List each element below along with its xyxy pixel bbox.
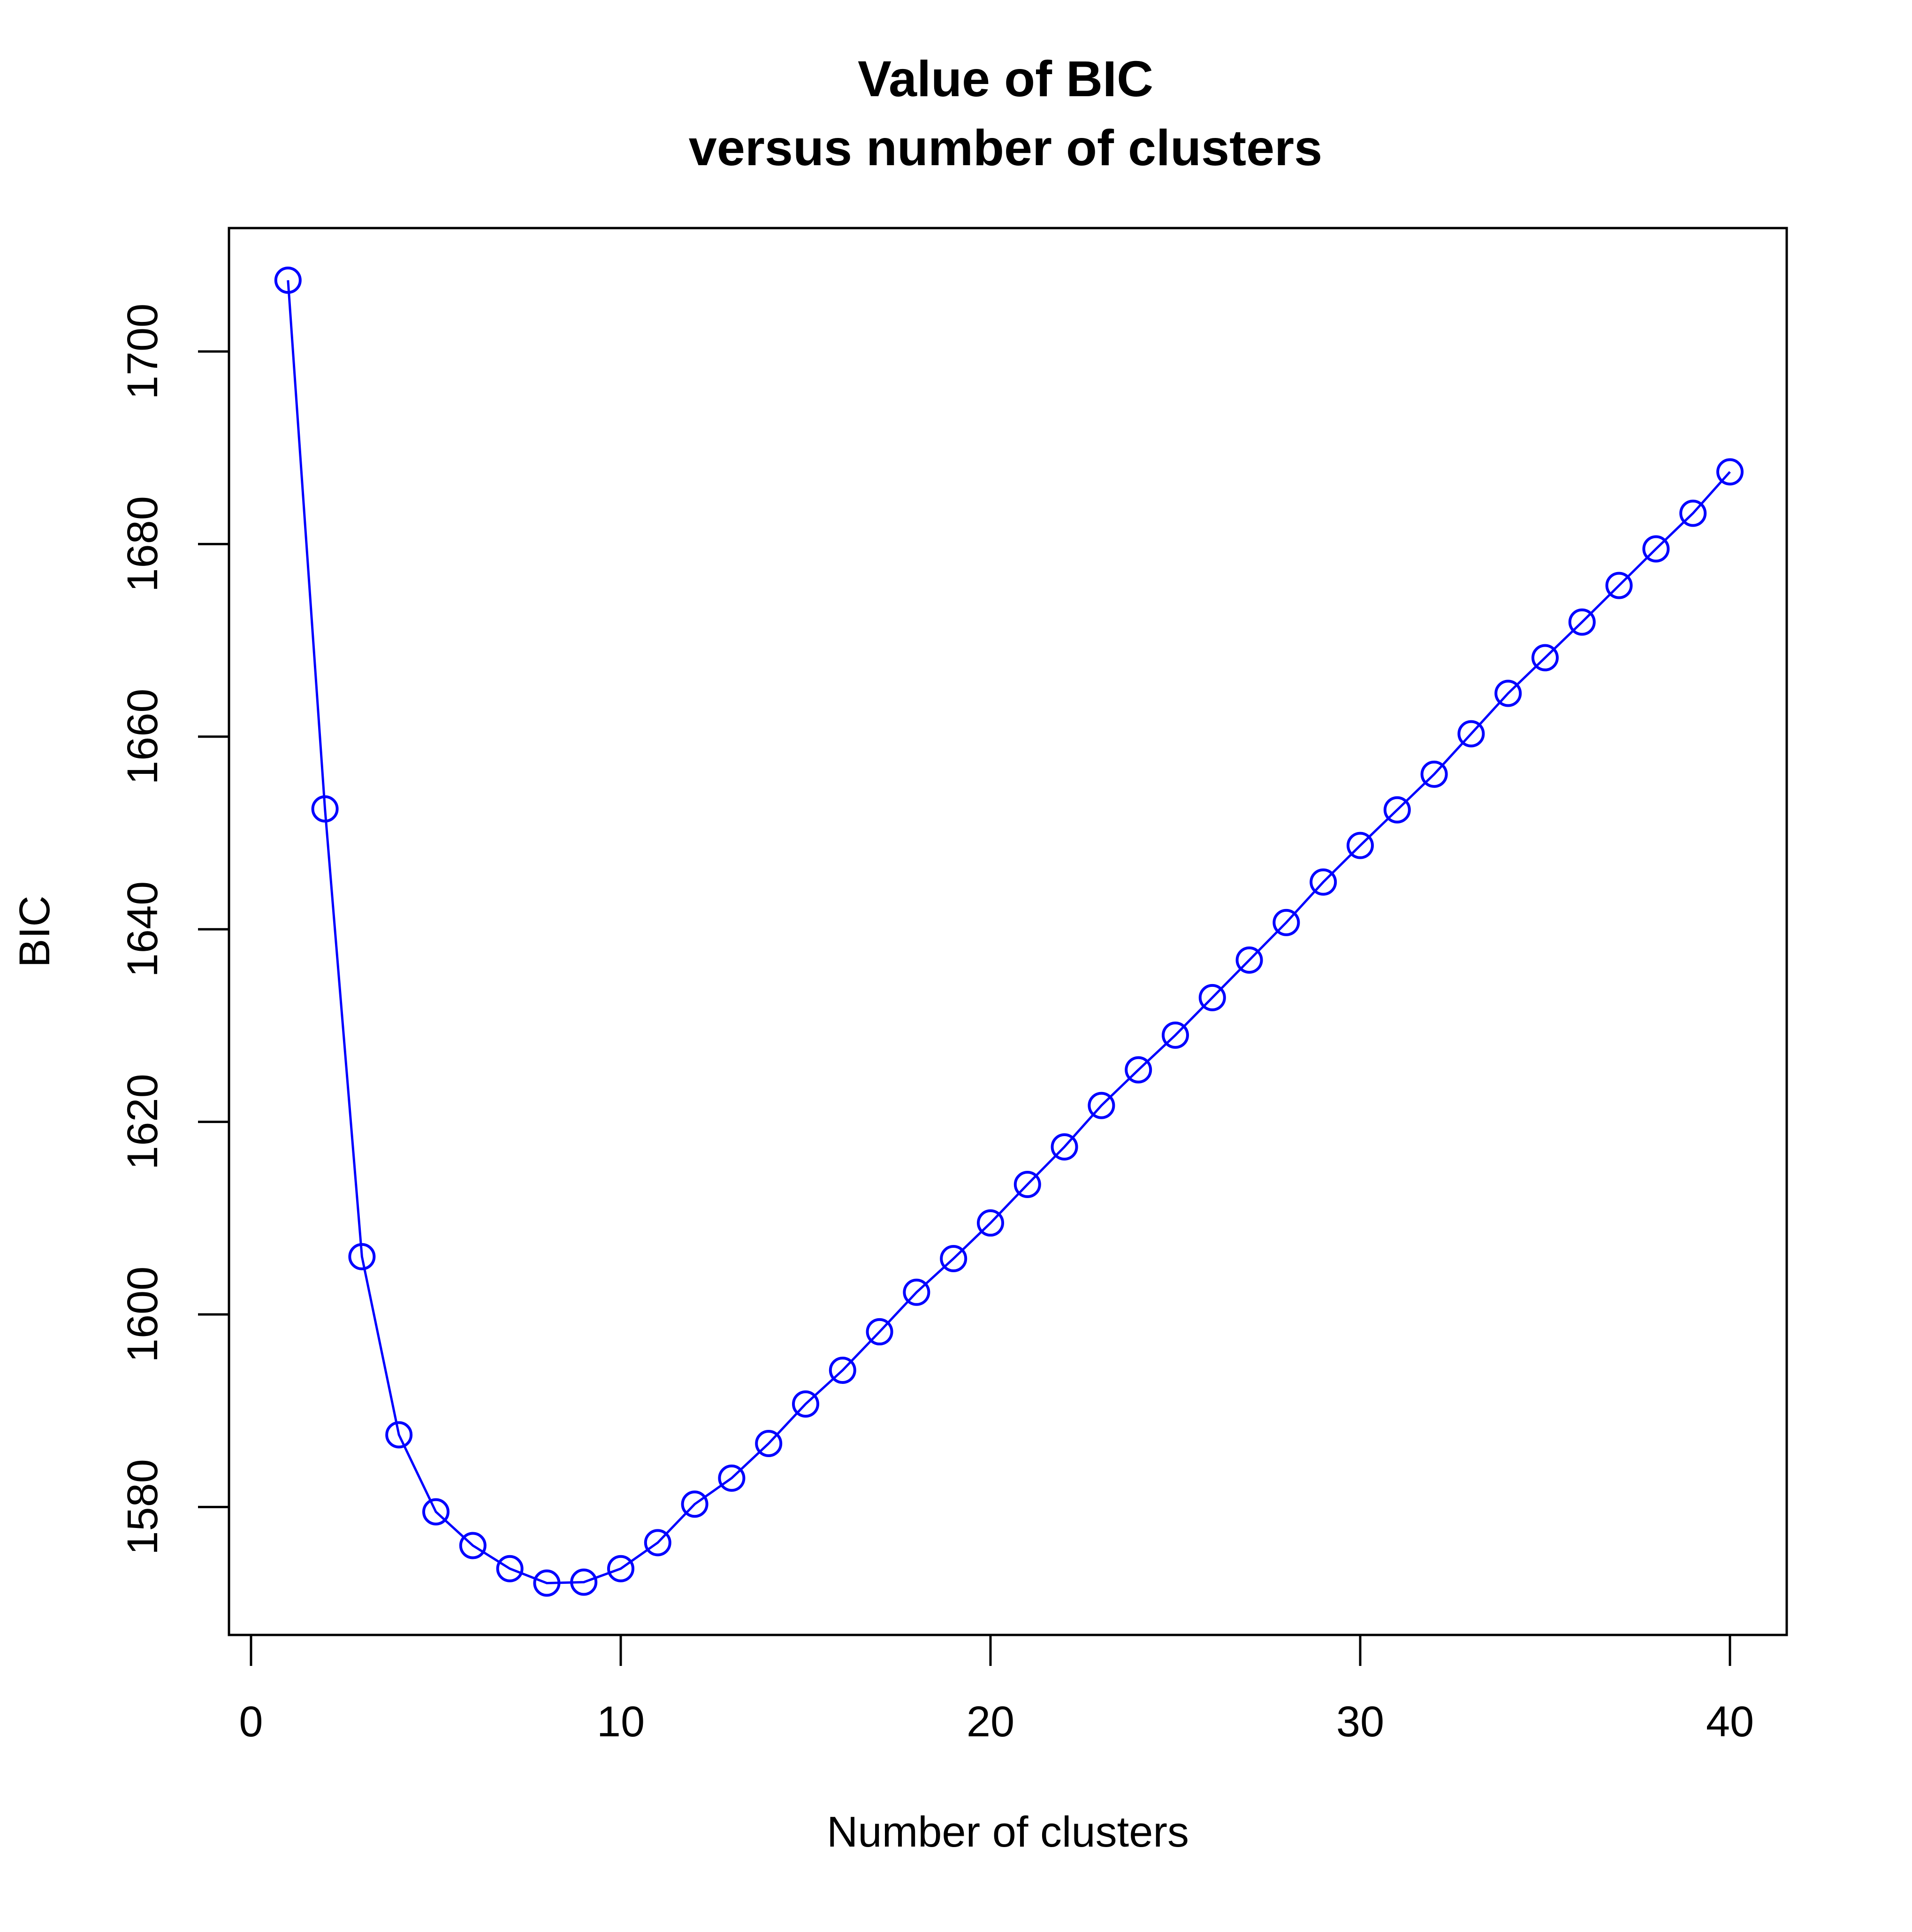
y-axis: 1580 1600 1620 1640 1660 1680 1700 [119, 304, 230, 1555]
data-point-marker [1162, 1021, 1189, 1049]
x-tick-label: 10 [597, 1698, 645, 1746]
data-point-marker [1013, 1170, 1041, 1198]
y-tick-label: 1640 [119, 881, 167, 977]
data-point-marker [1198, 984, 1226, 1011]
data-point-marker [940, 1245, 967, 1272]
data-point-marker [792, 1390, 819, 1418]
chart-subtitle: versus number of clusters [689, 119, 1322, 176]
data-point-marker [1568, 608, 1596, 636]
y-axis-label: BIC [11, 895, 59, 967]
data-point-marker [607, 1555, 634, 1582]
y-tick-label: 1700 [119, 304, 167, 400]
data-point-marker [311, 795, 339, 823]
y-tick-label: 1660 [119, 688, 167, 785]
data-point-marker [385, 1421, 413, 1449]
data-point-marker [718, 1464, 746, 1492]
y-tick-label: 1680 [119, 496, 167, 592]
data-point-marker [1642, 535, 1670, 563]
data-point-marker [1088, 1092, 1115, 1119]
y-tick-label: 1580 [119, 1459, 167, 1555]
data-point-marker [1494, 680, 1522, 707]
data-point-marker [1420, 760, 1448, 788]
x-tick-label: 40 [1706, 1698, 1754, 1746]
data-point-marker [496, 1555, 524, 1582]
y-tick-label: 1620 [119, 1074, 167, 1170]
data-point-marker [644, 1529, 671, 1557]
data-point-marker [1235, 946, 1263, 974]
chart-title: Value of BIC [858, 50, 1153, 107]
data-point-marker [1605, 572, 1633, 599]
data-point-marker [422, 1498, 449, 1526]
data-point-marker [533, 1569, 561, 1597]
y-tick-label: 1600 [119, 1267, 167, 1363]
data-point-marker [866, 1318, 893, 1345]
data-point-marker [1457, 720, 1485, 748]
x-axis-label: Number of clusters [827, 1808, 1189, 1856]
data-point-marker [1531, 644, 1559, 672]
data-point-marker [1383, 796, 1411, 824]
x-tick-label: 0 [239, 1698, 263, 1746]
data-point-marker [1347, 832, 1374, 859]
data-point-marker [903, 1278, 930, 1306]
plot-frame [228, 227, 1788, 1636]
data-point-marker [681, 1490, 708, 1518]
data-point-marker [977, 1209, 1004, 1237]
data-point-marker [1679, 499, 1707, 527]
data-point-marker [1272, 909, 1300, 936]
data-point-marker [348, 1243, 376, 1270]
bic-series [274, 267, 1744, 1597]
data-point-marker [274, 267, 302, 294]
data-point-marker [1051, 1133, 1078, 1161]
x-tick-label: 30 [1336, 1698, 1384, 1746]
data-point-marker [755, 1429, 783, 1457]
data-point-marker [829, 1357, 856, 1384]
data-point-marker [459, 1532, 487, 1559]
x-tick-label: 20 [967, 1698, 1014, 1746]
x-axis: 0 10 20 30 40 [239, 1634, 1754, 1746]
data-point-marker [570, 1568, 598, 1596]
data-point-marker [1125, 1056, 1152, 1084]
data-point-marker [1716, 458, 1744, 486]
data-point-marker [1310, 868, 1337, 896]
